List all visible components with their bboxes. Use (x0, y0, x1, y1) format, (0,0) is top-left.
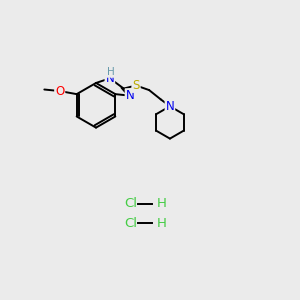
Text: Cl: Cl (124, 217, 137, 230)
Text: H: H (157, 217, 167, 230)
Text: H: H (107, 67, 115, 77)
Text: O: O (55, 85, 64, 98)
Text: S: S (132, 79, 140, 92)
Text: H: H (157, 197, 167, 210)
Text: N: N (126, 89, 134, 102)
Text: Cl: Cl (124, 197, 137, 210)
Text: N: N (166, 100, 174, 113)
Text: N: N (106, 72, 114, 85)
